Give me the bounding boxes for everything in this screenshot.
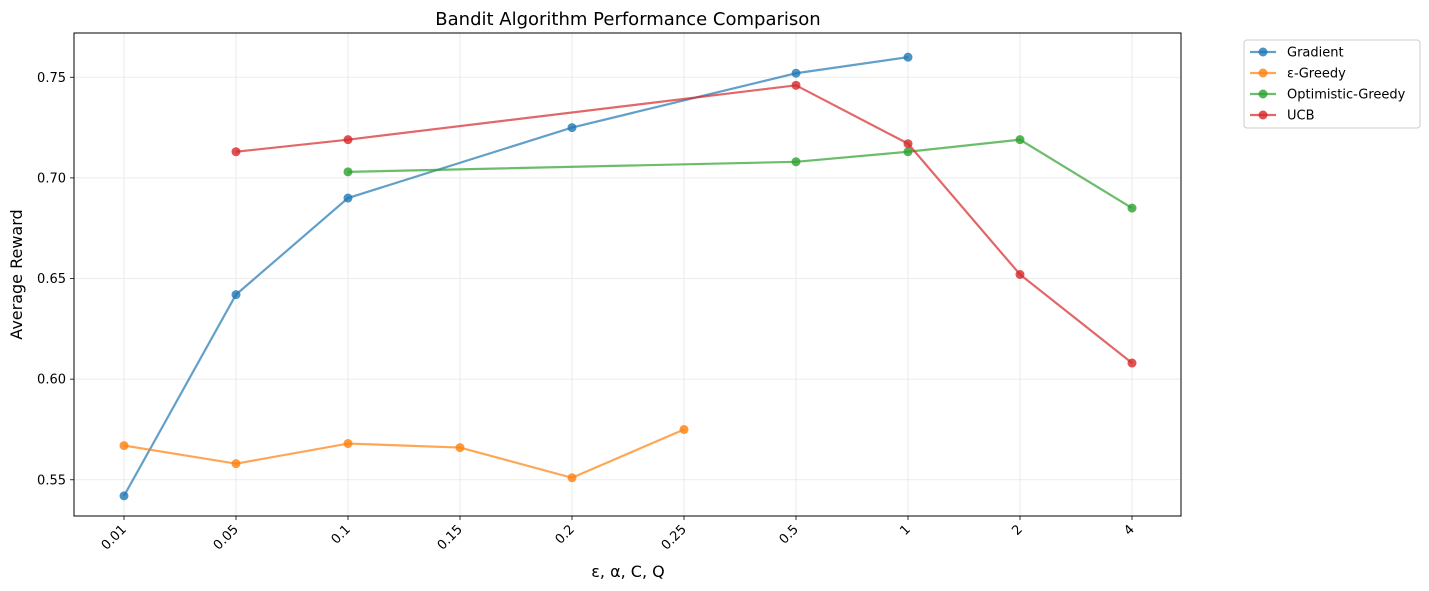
series-line-optimistic-greedy [347, 138, 1133, 210]
data-point [1127, 203, 1137, 213]
data-point [231, 290, 241, 300]
legend-label: Gradient [1287, 46, 1344, 61]
x-tick-label: 0.15 [435, 522, 466, 553]
legend-marker [1258, 47, 1268, 57]
data-point [343, 439, 353, 449]
y-axis: 0.55 0.60 0.65 0.70 0.75 [37, 71, 74, 488]
y-tick-label: 0.60 [37, 373, 66, 388]
series-line-gradient [123, 56, 909, 497]
x-tick-label: 0.2 [553, 522, 578, 547]
data-point [791, 80, 801, 90]
x-tick-label: 0.01 [99, 522, 130, 553]
series-ucb [231, 80, 1137, 368]
y-tick-label: 0.55 [37, 473, 66, 488]
x-tick-label: 0.1 [329, 522, 354, 547]
x-axis-label: ε, α, C, Q [591, 562, 664, 581]
x-tick-label: 2 [1009, 522, 1025, 538]
series-line-greedy [123, 428, 685, 479]
data-point [791, 157, 801, 167]
data-point [903, 139, 913, 149]
data-point [119, 441, 129, 451]
data-point [1127, 358, 1137, 368]
data-point [343, 193, 353, 203]
y-axis-label: Average Reward [7, 209, 26, 339]
plot-frame [73, 32, 1182, 517]
series-gradient [119, 52, 913, 501]
y-tick-label: 0.70 [37, 171, 66, 186]
x-tick-label: 1 [897, 522, 913, 538]
y-tick-label: 0.75 [37, 71, 66, 86]
data-point [343, 167, 353, 177]
legend-marker [1258, 110, 1268, 120]
x-tick-label: 0.25 [659, 522, 690, 553]
legend-frame [1243, 39, 1421, 129]
data-point [903, 52, 913, 62]
data-point [455, 443, 465, 453]
legend-marker [1258, 89, 1268, 99]
x-tick-label: 4 [1121, 522, 1137, 538]
data-point [231, 459, 241, 469]
series-line-ucb [235, 84, 1133, 364]
data-point [119, 491, 129, 501]
chart-title: Bandit Algorithm Performance Comparison [435, 9, 820, 30]
data-point [231, 147, 241, 157]
legend: Gradient ε-Greedy Optimistic-Greedy UCB [1243, 39, 1421, 129]
series-optimistic-greedy [343, 135, 1137, 213]
y-tick-label: 0.65 [37, 272, 66, 287]
data-point [343, 135, 353, 145]
legend-label: UCB [1287, 109, 1315, 124]
legend-marker [1258, 68, 1268, 78]
x-tick-label: 0.5 [777, 522, 802, 547]
legend-label: ε-Greedy [1287, 67, 1346, 82]
x-tick-label: 0.05 [211, 522, 242, 553]
data-point [903, 147, 913, 157]
grid [74, 33, 1181, 516]
data-point [567, 123, 577, 133]
data-point [567, 473, 577, 483]
series-greedy [119, 424, 689, 483]
data-point [1015, 270, 1025, 279]
legend-label: Optimistic-Greedy [1287, 88, 1406, 103]
data-point [679, 424, 689, 434]
data-point [791, 68, 801, 78]
series-layer [119, 52, 1137, 501]
data-point [1015, 135, 1025, 145]
x-axis: 0.01 0.05 0.1 0.15 0.2 0.25 0.5 1 2 4 [99, 516, 1138, 553]
